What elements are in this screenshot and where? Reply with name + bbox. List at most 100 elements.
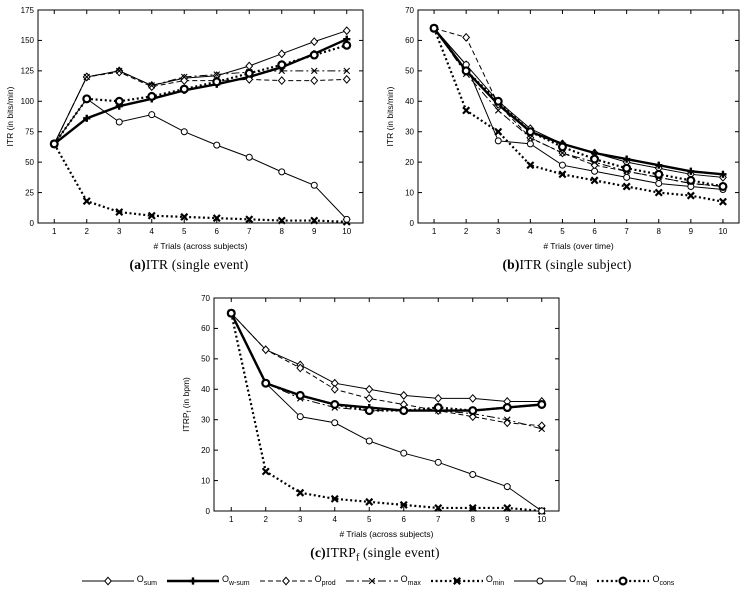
markers-max xyxy=(50,67,351,148)
svg-text:3: 3 xyxy=(117,227,122,236)
legend-sample-max xyxy=(345,577,398,585)
caption-a-rest: (single event) xyxy=(168,257,249,272)
legend-label-max: Omax xyxy=(400,574,421,587)
series-sum xyxy=(53,30,347,145)
legend-item-w-sum: Ow-sum xyxy=(166,573,250,589)
svg-text:ITRPf (in bpm): ITRPf (in bpm) xyxy=(181,377,193,432)
svg-text:7: 7 xyxy=(436,515,441,524)
svg-text:6: 6 xyxy=(215,227,220,236)
svg-text:4: 4 xyxy=(333,515,338,524)
svg-text:1: 1 xyxy=(229,515,234,524)
chart-itr-single-subject: 1 2 3 4 5 6 7 8 9 10 0 10 20 30 40 50 60 70 # Trials (over… xyxy=(384,2,750,259)
series-prod xyxy=(230,312,542,427)
svg-text:20: 20 xyxy=(201,446,210,455)
legend-label-maj: Omaj xyxy=(569,574,588,587)
legend-item-maj: Omaj xyxy=(513,573,587,589)
svg-text:75: 75 xyxy=(25,128,34,137)
series-min xyxy=(230,312,542,513)
svg-text:30: 30 xyxy=(201,416,210,425)
svg-text:8: 8 xyxy=(471,515,476,524)
svg-text:5: 5 xyxy=(560,227,565,236)
svg-text:175: 175 xyxy=(21,6,35,15)
svg-text:2: 2 xyxy=(85,227,90,236)
caption-c: (c)ITRPf (single event) xyxy=(180,545,570,564)
svg-text:150: 150 xyxy=(21,36,35,45)
series-w-sum xyxy=(230,312,542,412)
markers-max xyxy=(227,309,546,433)
series-prod xyxy=(433,27,723,187)
caption-a-prefix: (a) xyxy=(129,257,146,272)
svg-text:8: 8 xyxy=(280,227,285,236)
markers-maj xyxy=(430,24,727,194)
svg-text:100: 100 xyxy=(21,97,35,106)
legend-sample-cons xyxy=(597,576,650,586)
svg-text:3: 3 xyxy=(496,227,501,236)
series-w-sum xyxy=(433,27,724,176)
svg-text:# Trials (across subjects): # Trials (across subjects) xyxy=(340,529,434,539)
svg-text:# Trials (across subjects): # Trials (across subjects) xyxy=(154,241,248,251)
series-maj xyxy=(230,312,543,512)
legend-item-max: Omax xyxy=(345,573,421,589)
caption-b-rest: (single subject) xyxy=(541,257,632,272)
legend-item-min: Omin xyxy=(430,573,504,589)
series-maj xyxy=(53,98,348,220)
series-cons xyxy=(53,44,348,145)
svg-text:3: 3 xyxy=(298,515,303,524)
legend-sample-prod xyxy=(259,576,312,586)
svg-text:9: 9 xyxy=(312,227,317,236)
chart-itr-single-event: 1 2 3 4 5 6 7 8 9 10 0 25 50 75 100 125 150 175 # Trials (… xyxy=(4,2,374,259)
caption-a-main: ITR xyxy=(145,257,169,272)
markers-w-sum xyxy=(227,309,546,415)
series-min xyxy=(53,143,347,223)
series-cons xyxy=(230,312,542,412)
caption-c-prefix: (c) xyxy=(310,545,326,560)
caption-c-main: ITRP xyxy=(325,545,356,560)
svg-text:2: 2 xyxy=(264,515,269,524)
svg-text:50: 50 xyxy=(201,355,210,364)
svg-text:50: 50 xyxy=(405,67,414,76)
series-max xyxy=(53,70,347,145)
svg-text:5: 5 xyxy=(367,515,372,524)
svg-text:0: 0 xyxy=(206,507,211,516)
svg-text:125: 125 xyxy=(21,67,35,76)
markers-max xyxy=(430,24,727,190)
svg-text:ITR (in bits/min): ITR (in bits/min) xyxy=(385,86,395,146)
legend-item-cons: Ocons xyxy=(596,573,674,589)
chart-canvas: 1 2 3 4 5 6 7 8 9 10 0 10 20 30 40 50 60 70 # Trials (over… xyxy=(385,6,740,251)
markers-w-sum xyxy=(50,35,351,148)
series-max xyxy=(433,27,723,187)
svg-text:10: 10 xyxy=(718,227,727,236)
legend-item-prod: Oprod xyxy=(259,573,336,589)
svg-text:2: 2 xyxy=(464,227,469,236)
svg-text:40: 40 xyxy=(405,97,414,106)
series-maj xyxy=(433,27,723,191)
legend-sample-min xyxy=(430,577,483,585)
svg-text:10: 10 xyxy=(537,515,546,524)
markers-min xyxy=(50,139,351,226)
legend-sample-w-sum xyxy=(166,577,219,585)
legend-label-w-sum: Ow-sum xyxy=(221,574,250,587)
caption-b-main: ITR xyxy=(519,257,542,272)
svg-text:20: 20 xyxy=(405,158,414,167)
series-w-sum xyxy=(53,38,348,145)
legend-item-sum: Osum xyxy=(81,573,157,589)
caption-b: (b)ITR (single subject) xyxy=(384,257,750,276)
series-cons xyxy=(433,27,724,188)
svg-text:1: 1 xyxy=(52,227,57,236)
svg-text:9: 9 xyxy=(689,227,694,236)
legend-sample-sum xyxy=(81,576,134,586)
legend-sample-maj xyxy=(514,577,567,585)
svg-text:70: 70 xyxy=(405,6,414,15)
legend: Osum Ow-sum Oprod Omax Omin Omaj Ocons xyxy=(0,571,755,591)
markers-cons xyxy=(429,23,728,191)
markers-cons xyxy=(49,40,352,149)
markers-sum xyxy=(227,308,546,406)
markers-cons xyxy=(226,308,547,416)
svg-text:6: 6 xyxy=(592,227,597,236)
caption-b-prefix: (b) xyxy=(502,257,520,272)
svg-text:5: 5 xyxy=(182,227,187,236)
legend-label-prod: Oprod xyxy=(314,574,336,587)
svg-text:70: 70 xyxy=(201,294,210,303)
